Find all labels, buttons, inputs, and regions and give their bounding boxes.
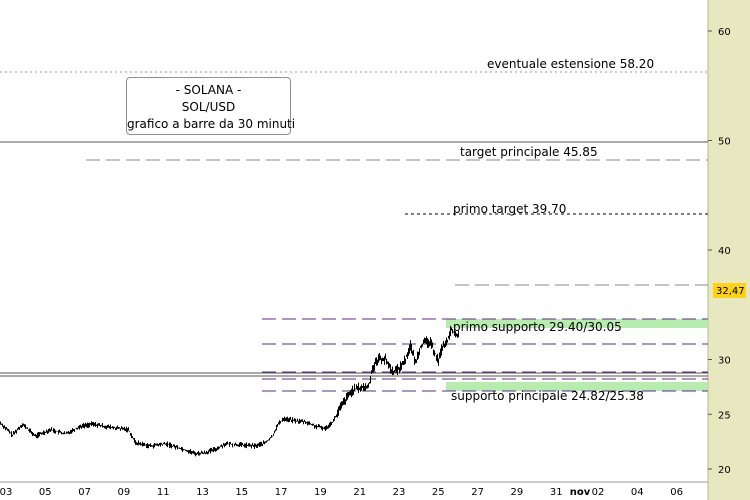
x-tick-label: 04 [631,487,644,498]
extension-label: eventuale estensione 58.20 [487,57,654,71]
y-axis-ticks: 20 25 30 40 50 60 [708,27,731,476]
last-price-tag [713,283,746,298]
instrument-info-box: - SOLANA - SOL/USD grafico a barre da 30… [126,77,296,135]
instrument-name: - SOLANA - [175,83,242,97]
main-support-band [446,382,708,391]
y-tick-label: 20 [718,465,731,476]
x-tick-label: 23 [393,487,406,498]
first-target-label: primo target 39.70 [453,202,566,216]
x-tick-label: 11 [157,487,170,498]
x-tick-label: 31 [550,487,563,498]
first-support-label: primo supporto 29.40/30.05 [453,320,622,334]
x-tick-label: 19 [314,487,327,498]
y-tick-label: 40 [718,246,731,257]
x-tick-label: 17 [275,487,288,498]
first-support-band [446,319,708,328]
last-price-value: 32,47 [716,286,745,297]
x-tick-label: 15 [235,487,248,498]
x-tick-label: 07 [78,487,91,498]
x-tick-label: 05 [39,487,52,498]
instrument-pair: SOL/USD [181,100,236,114]
chart-description: grafico a barre da 30 minuti [127,117,296,131]
x-tick-label: 02 [592,487,605,498]
x-tick-label: nov [570,487,591,498]
y-tick-label: 30 [718,356,731,367]
main-support-label: supporto principale 24.82/25.38 [451,389,644,403]
x-tick-label: 27 [471,487,484,498]
x-tick-label: 09 [118,487,131,498]
x-tick-label: 13 [196,487,209,498]
price-bars [0,325,459,457]
x-tick-label: 25 [432,487,445,498]
x-tick-label: 06 [670,487,683,498]
y-tick-label: 25 [718,410,731,421]
x-tick-label: 03 [0,487,12,498]
x-tick-label: 21 [353,487,366,498]
y-axis-panel [708,0,750,500]
x-axis-ticks: 03 05 07 09 11 13 15 17 19 21 23 25 27 29 31 nov 02 04 06 [0,487,683,498]
y-tick-label: 50 [718,137,731,148]
x-tick-label: 29 [511,487,524,498]
main-target-label: target principale 45.85 [460,145,598,159]
y-tick-label: 60 [718,27,731,38]
purple-level-lines [262,318,708,392]
